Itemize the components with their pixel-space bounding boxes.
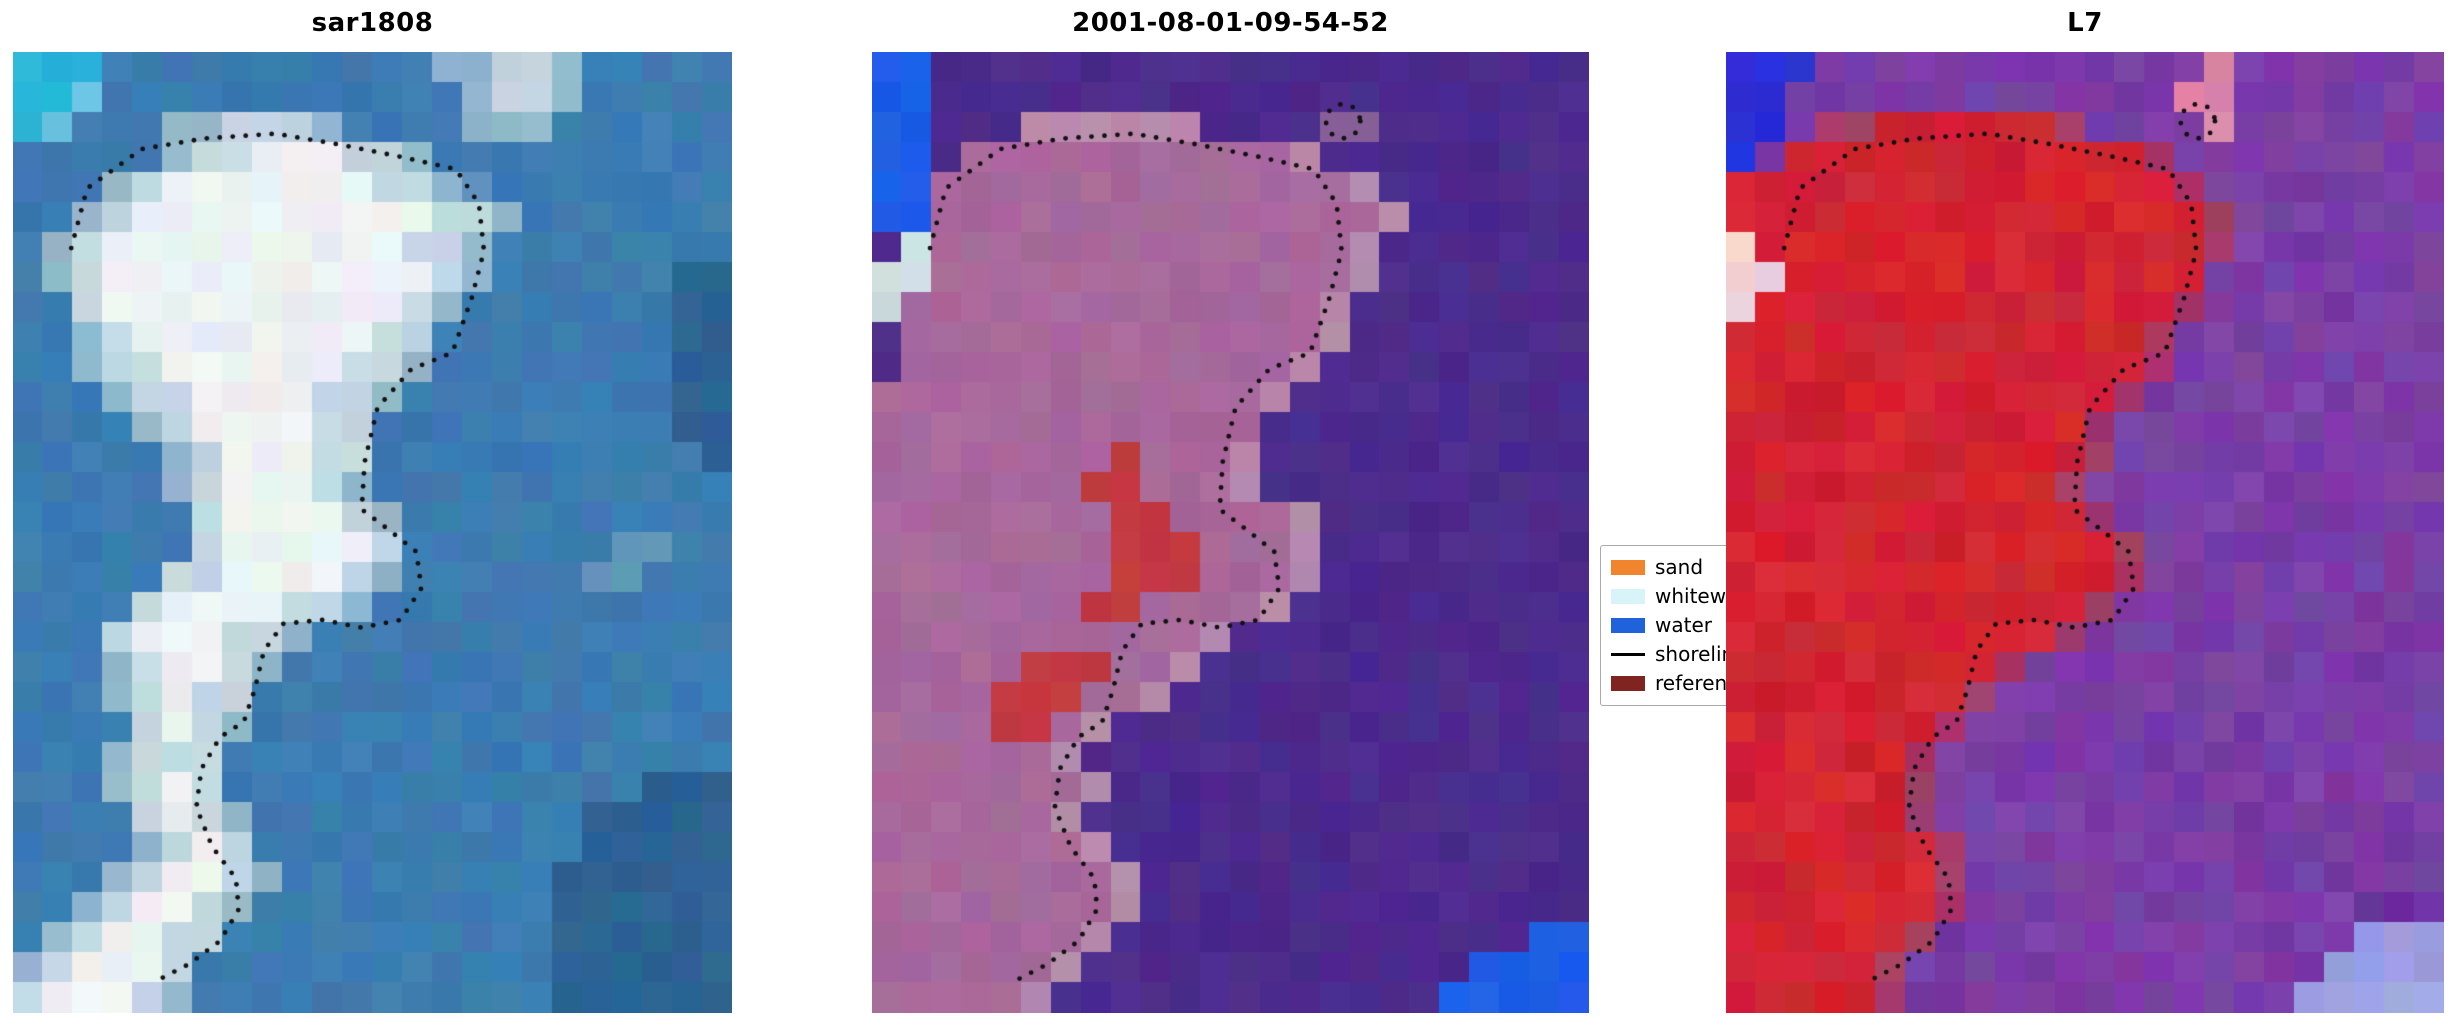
legend-label-water: water bbox=[1655, 613, 1712, 637]
legend-swatch-reference bbox=[1611, 676, 1645, 691]
legend-item-sand: sand bbox=[1611, 553, 1848, 582]
panel-title-sar1808: sar1808 bbox=[311, 8, 434, 38]
legend-label-sand: sand bbox=[1655, 555, 1704, 579]
legend-swatch-water bbox=[1611, 618, 1645, 633]
l7-image-panel bbox=[1726, 52, 2444, 1013]
legend-item-water: water bbox=[1611, 611, 1848, 640]
classified-image-panel bbox=[872, 52, 1589, 1013]
legend-swatch-whitewater bbox=[1611, 589, 1645, 604]
legend-swatch-shoreline-line bbox=[1611, 653, 1645, 656]
legend-swatch-sand bbox=[1611, 560, 1645, 575]
panel-title-date: 2001-08-01-09-54-52 bbox=[1072, 8, 1389, 38]
sar-image-panel bbox=[13, 52, 732, 1013]
panel-title-l7: L7 bbox=[2067, 8, 2103, 38]
